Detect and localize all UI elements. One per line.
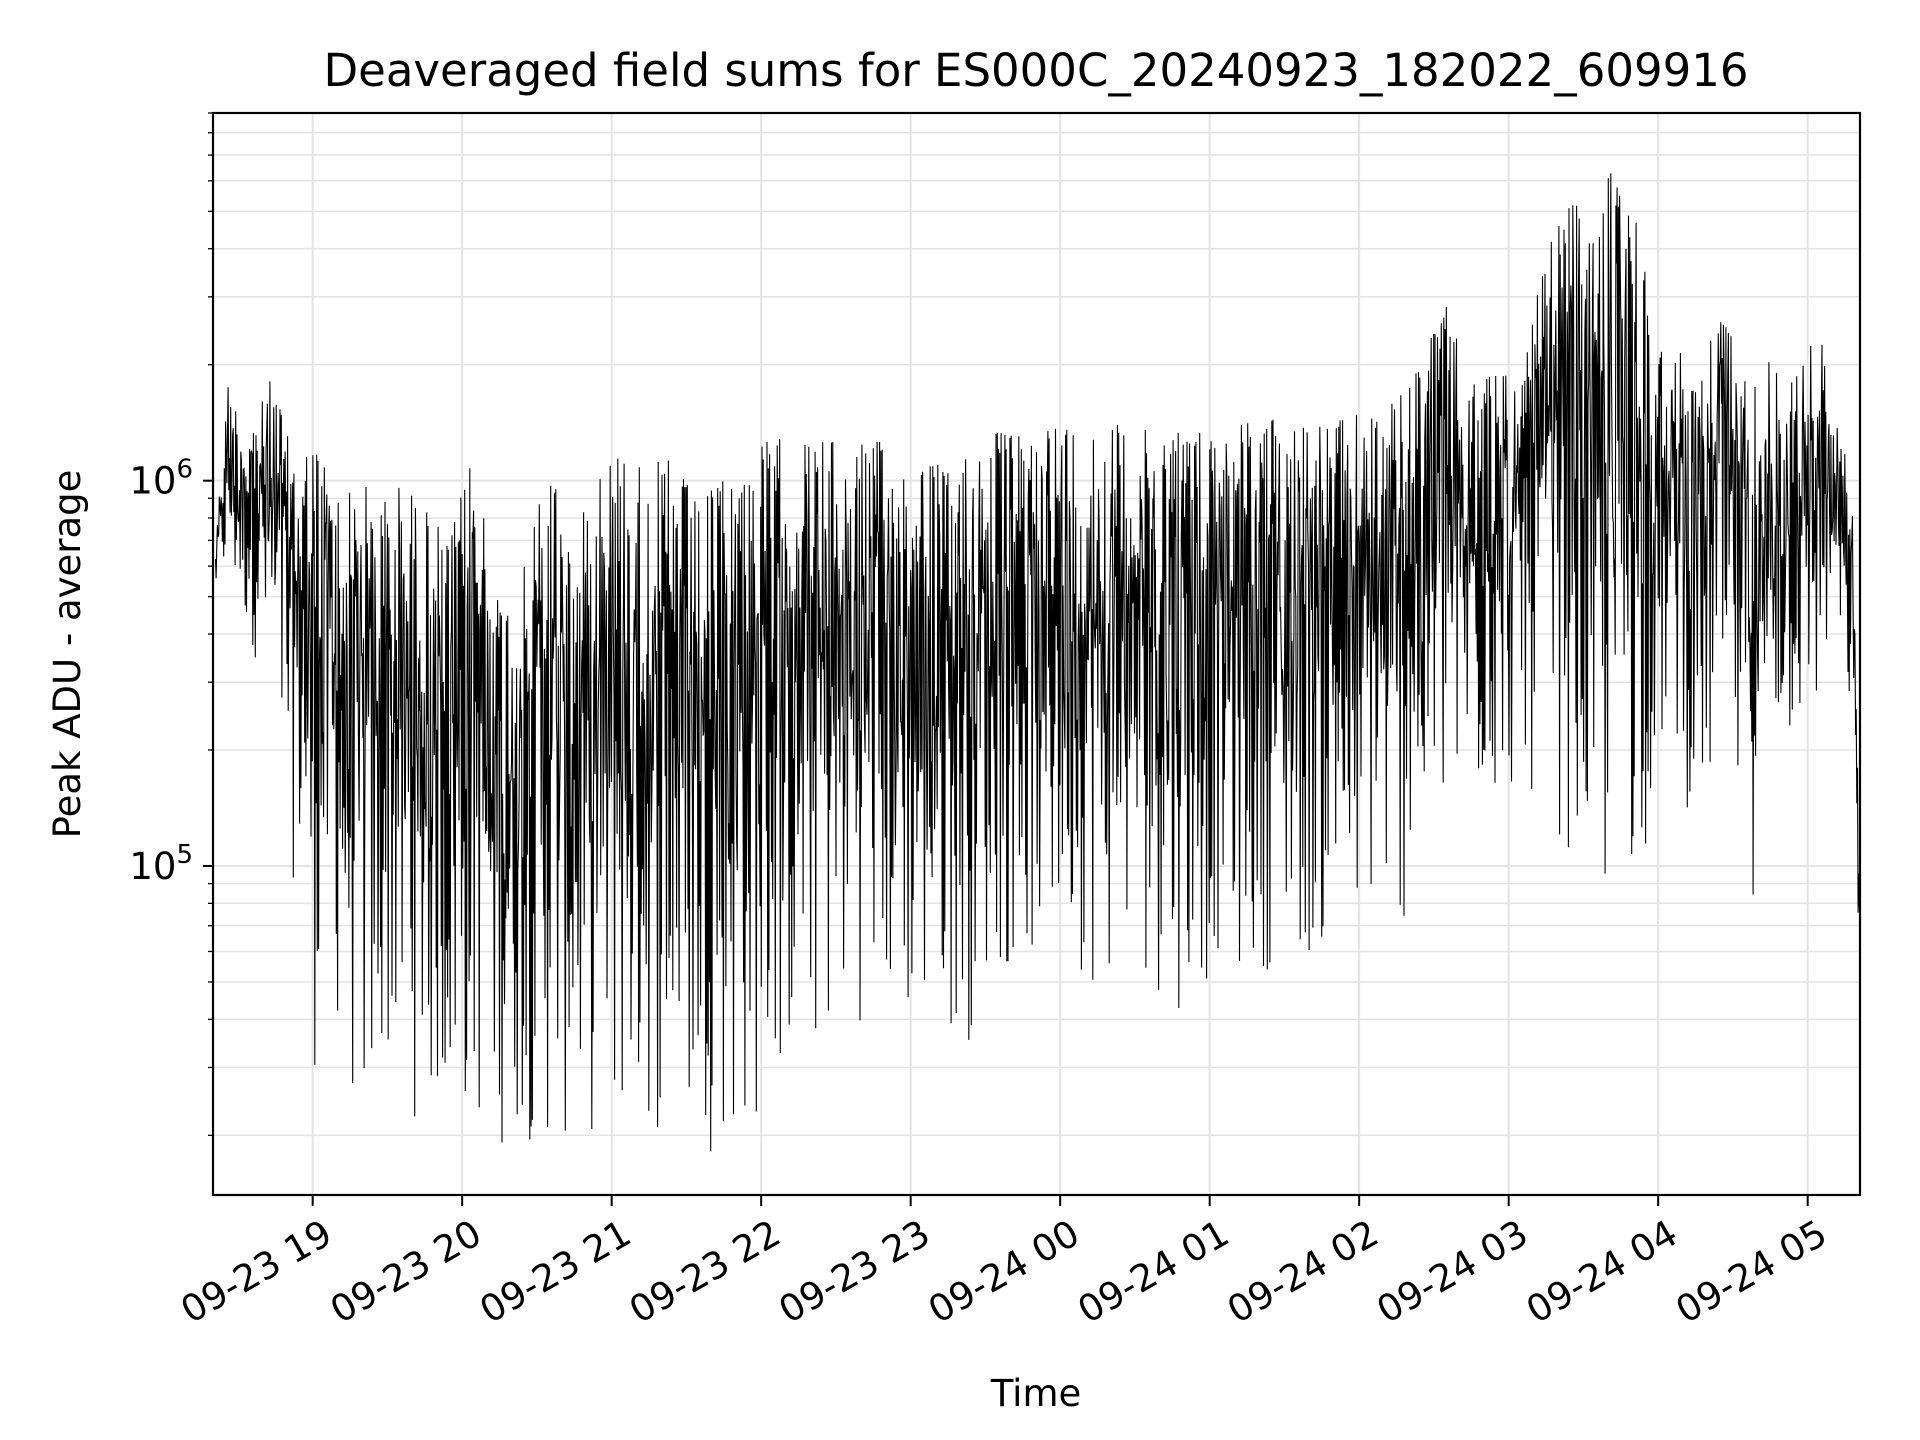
series-line [214,173,1860,1152]
y-axis-label: Peak ADU - average [46,470,89,839]
y-tick-label: 105 [129,840,193,888]
x-axis-label: Time [990,1372,1082,1415]
plot-area [214,173,1860,1152]
data-layer [214,173,1860,1152]
chart-title: Deaveraged field sums for ES000C_2024092… [324,44,1749,97]
y-tick-label: 106 [129,455,193,503]
axes-frame [211,111,1862,1197]
